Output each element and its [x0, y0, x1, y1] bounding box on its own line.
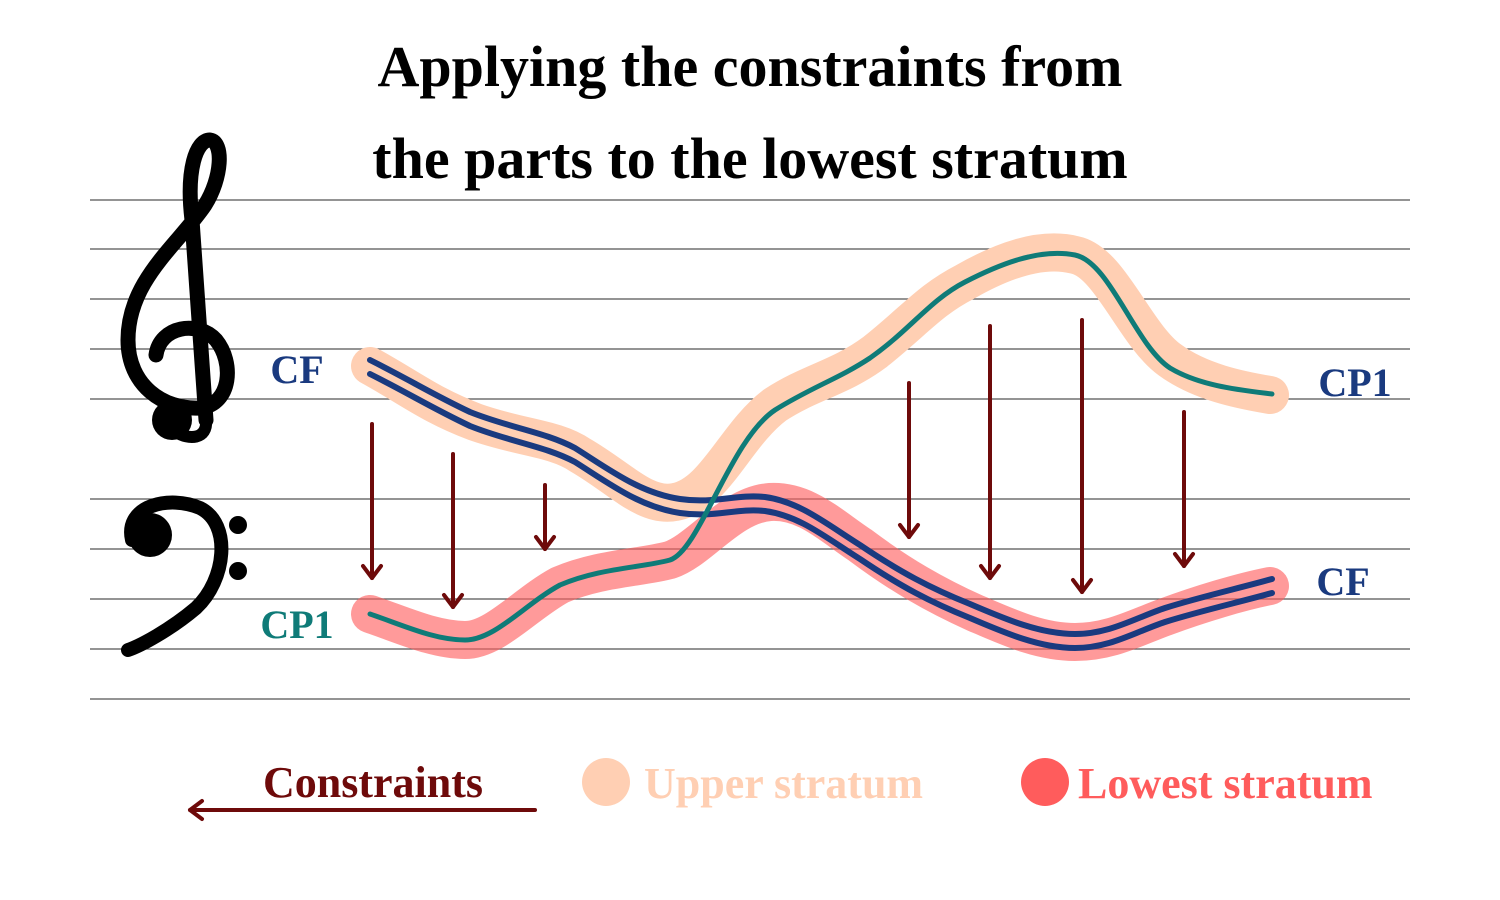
constraint-arrow — [898, 381, 920, 539]
legend-upper-stratum: Upper stratum — [582, 758, 923, 808]
constraints-arrow-icon — [188, 799, 537, 821]
bass-clef-icon — [121, 495, 247, 657]
legend-constraints-label: Constraints — [263, 758, 483, 807]
cf-voice-line — [367, 357, 1275, 651]
constraint-arrow — [1071, 318, 1093, 594]
cp1-voice-line — [367, 250, 1275, 643]
constraint-arrow — [442, 452, 464, 609]
cp1-label-lower: CP1 — [260, 602, 333, 647]
constraint-arrow — [534, 483, 556, 551]
legend: Constraints Upper stratum Lowest stratum — [188, 758, 1373, 821]
cp1-label-right: CP1 — [1318, 360, 1391, 405]
treble-clef-icon — [120, 132, 235, 443]
legend-lowest-stratum: Lowest stratum — [1021, 758, 1373, 808]
cf-label-upper: CF — [270, 347, 323, 392]
upper-stratum-swatch — [582, 758, 630, 806]
upper-stratum-band — [351, 233, 1289, 522]
constraint-arrow — [979, 324, 1001, 580]
cf-label-right: CF — [1316, 559, 1369, 604]
constraint-arrow — [1173, 410, 1195, 568]
legend-lowest-stratum-label: Lowest stratum — [1078, 759, 1373, 808]
constraint-arrow — [361, 422, 383, 580]
lowest-stratum-swatch — [1021, 758, 1069, 806]
constraint-arrows — [361, 318, 1195, 609]
legend-constraints: Constraints — [188, 758, 537, 821]
legend-upper-stratum-label: Upper stratum — [644, 759, 923, 808]
title-line-1: Applying the constraints from — [378, 34, 1123, 99]
title-line-2: the parts to the lowest stratum — [372, 126, 1127, 191]
